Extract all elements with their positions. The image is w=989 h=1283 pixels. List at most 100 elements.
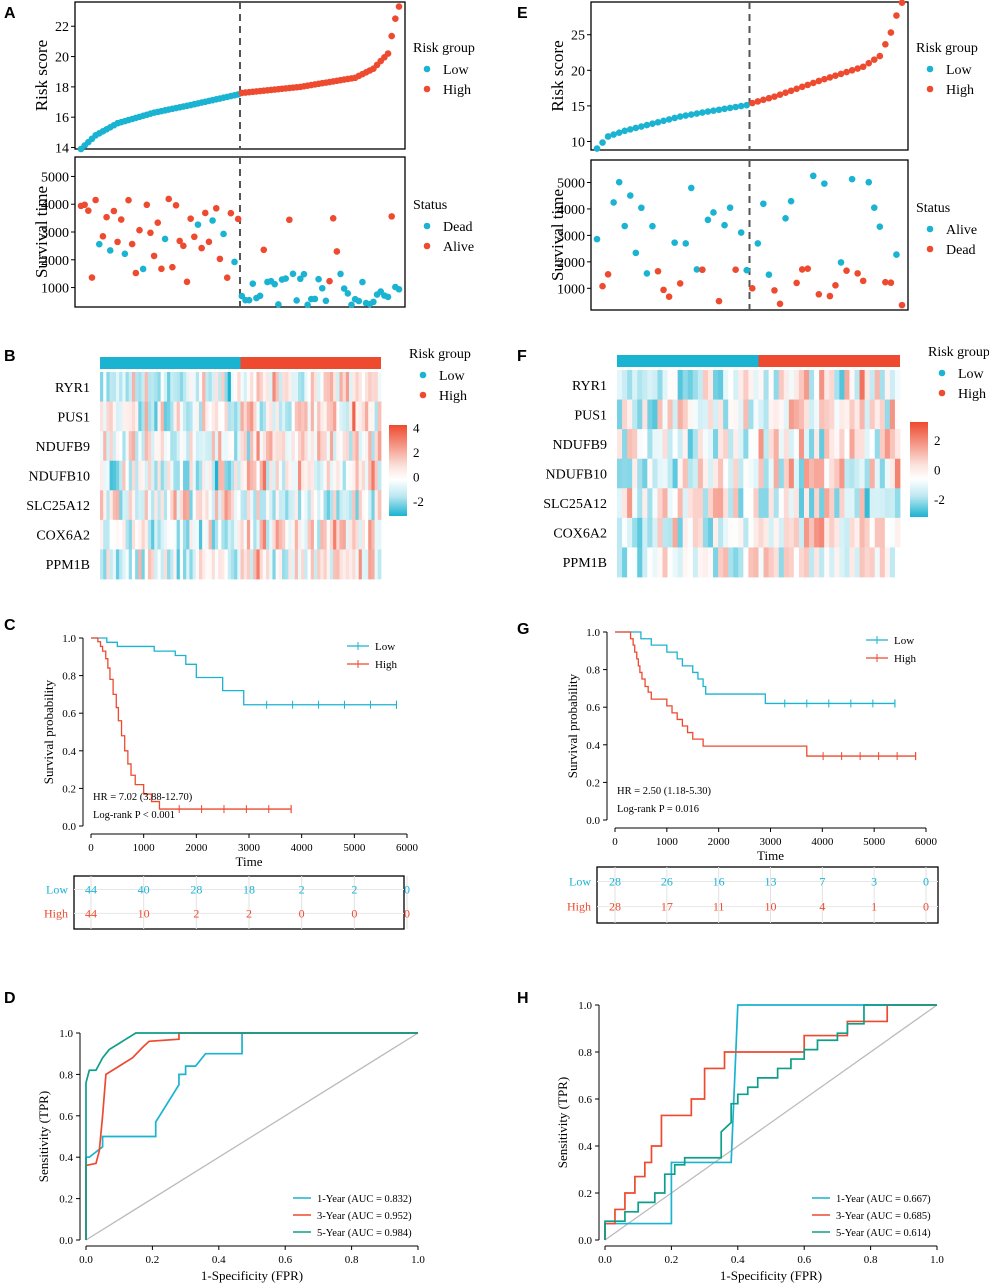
survival-point (205, 238, 213, 246)
heat-cell (157, 401, 162, 432)
heat-cell (218, 519, 222, 550)
heat-cell (310, 519, 315, 550)
heat-cell (275, 549, 280, 580)
heat-cell (278, 460, 283, 491)
survival-point (150, 252, 158, 260)
heat-cell (259, 549, 264, 580)
heat-cell (371, 401, 376, 432)
legend-item-dead: Dead (443, 220, 473, 235)
heat-cell (849, 370, 855, 400)
heat-cell (368, 431, 372, 462)
heat-cell (854, 517, 860, 548)
heat-cell (211, 460, 216, 491)
heat-cell (224, 549, 229, 580)
survival-point (660, 286, 667, 294)
heat-cell (160, 401, 165, 432)
heat-cell (622, 399, 628, 430)
heat-cell (758, 399, 764, 430)
heat-cell (218, 549, 222, 580)
survival-point (898, 301, 906, 309)
survival-point (726, 204, 734, 211)
risk-table-frame (73, 875, 405, 930)
heat-cell (147, 549, 152, 580)
heat-cell (627, 399, 633, 430)
heat-cell (869, 458, 876, 489)
heat-cell (728, 399, 734, 430)
heat-cell (253, 519, 257, 550)
heat-cell (221, 460, 225, 491)
heat-cell (368, 519, 372, 550)
risk-point (898, 0, 906, 7)
heat-cell (198, 372, 203, 402)
heat-cell (844, 488, 850, 519)
heat-cell (266, 401, 270, 432)
survival-point (275, 301, 282, 308)
heat-cell (176, 549, 181, 580)
heat-cell (617, 517, 623, 548)
heat-cell (160, 431, 165, 462)
heat-cell (214, 549, 219, 580)
heat-cell (361, 431, 366, 462)
heat-cell (230, 460, 235, 491)
heat-cell (106, 431, 110, 462)
heat-cell (320, 401, 324, 432)
roc-legend-label: 5-Year (AUC = 0.984) (317, 1228, 412, 1239)
y-tick-label: 25 (571, 29, 585, 44)
heat-cell (632, 458, 638, 489)
risk-point (787, 87, 795, 95)
heat-cell (371, 460, 376, 491)
heat-cell (186, 372, 190, 402)
panel-label-E: E (517, 5, 528, 22)
heat-cell (365, 372, 369, 402)
heat-cell (758, 458, 764, 489)
risk-point (832, 72, 839, 79)
heat-cell (637, 370, 643, 400)
survival-point (821, 180, 828, 187)
heat-cell (377, 401, 382, 432)
legend-item-alive: Alive (443, 240, 474, 255)
heat-cell (198, 519, 203, 550)
heat-cell (109, 401, 114, 432)
panel-label-D: D (4, 990, 16, 1007)
y-axis-label: Sensitivity (TPR) (36, 1091, 51, 1182)
heat-cell (218, 372, 222, 402)
risk-table-value: 2 (193, 906, 199, 920)
survival-point (289, 270, 297, 278)
survival-point (234, 215, 242, 223)
heat-cell (240, 549, 245, 580)
heat-cell (323, 460, 328, 491)
heat-cell (333, 519, 337, 550)
risk-point (654, 118, 662, 126)
risk-table-value: 13 (765, 874, 777, 888)
heat-cell (336, 431, 340, 462)
x-tick-label: 0.8 (345, 1254, 359, 1266)
heat-cell (307, 549, 312, 580)
heat-cell (333, 460, 337, 491)
heat-cell (617, 429, 623, 460)
survival-point (782, 215, 789, 222)
heat-cell (333, 372, 337, 402)
heat-cell (647, 429, 653, 460)
heat-cell (160, 372, 165, 402)
heat-cell (288, 490, 292, 521)
heat-cell (115, 490, 120, 521)
heat-cell (320, 460, 324, 491)
heat-cell (844, 517, 850, 548)
heat-cell (753, 370, 759, 400)
heat-cell (202, 519, 206, 550)
risk-point (782, 89, 789, 97)
legend-title: Risk group (928, 345, 989, 360)
heat-cell (894, 488, 901, 519)
heat-cell (291, 549, 296, 580)
heat-cell (355, 519, 360, 550)
roc-curve-5-year (604, 1004, 937, 1240)
heat-cell (793, 488, 800, 519)
risk-table-value: 4 (819, 900, 825, 914)
heat-cell (131, 519, 136, 550)
heat-cell (256, 401, 261, 432)
heat-cell (186, 519, 190, 550)
heat-cell (275, 372, 280, 402)
heat-cell (163, 519, 168, 550)
heat-cell (253, 372, 257, 402)
heat-cell (667, 458, 673, 489)
